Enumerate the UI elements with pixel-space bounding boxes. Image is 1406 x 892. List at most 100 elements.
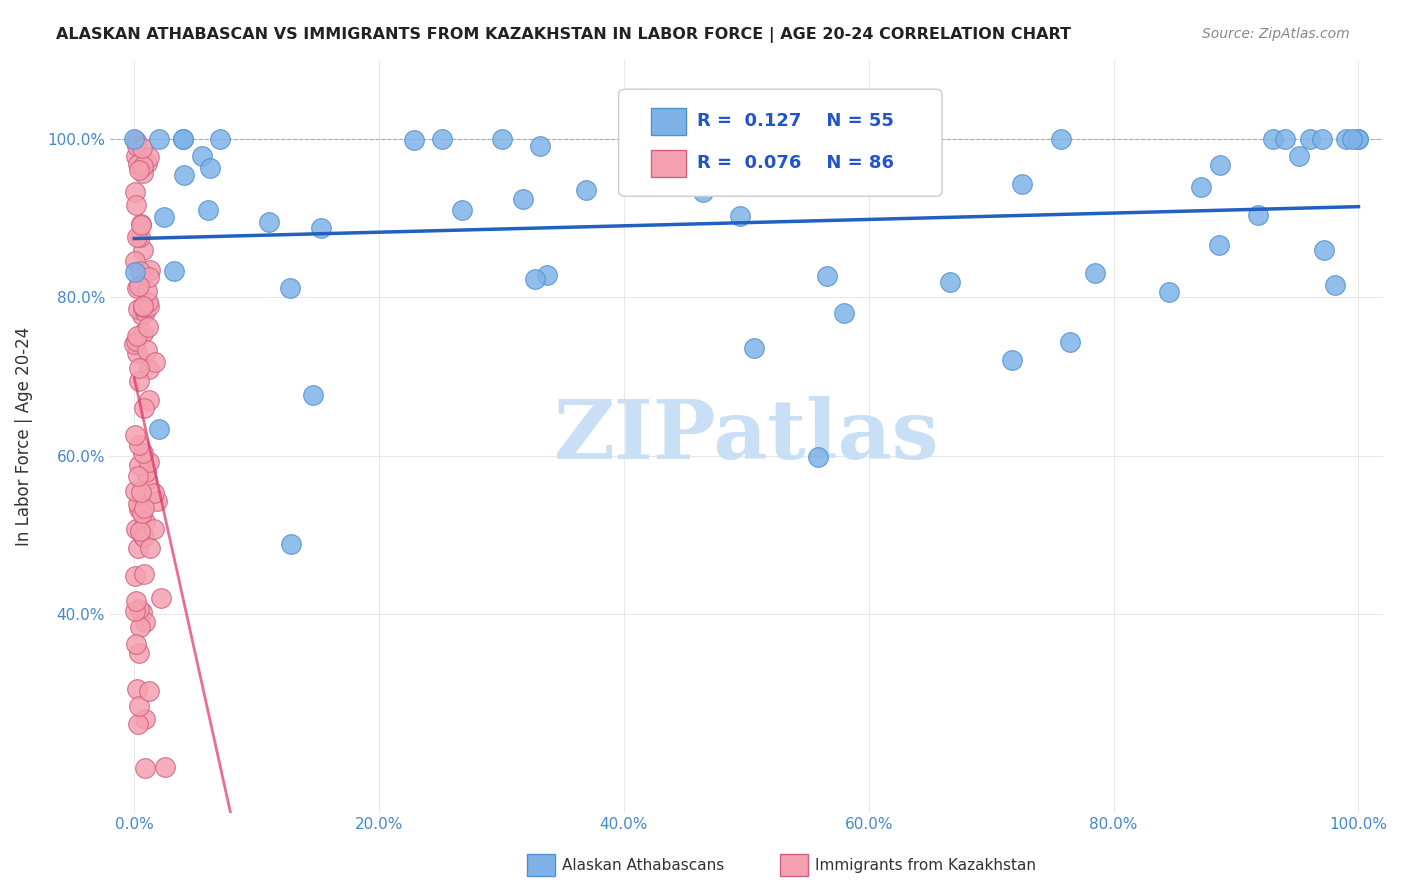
Point bbox=[692, 185, 714, 199]
Point bbox=[280, 281, 302, 295]
Point bbox=[132, 501, 155, 516]
Point bbox=[128, 438, 150, 452]
Point bbox=[132, 529, 155, 543]
Point bbox=[124, 568, 146, 582]
Point bbox=[1208, 238, 1230, 252]
Point bbox=[134, 712, 156, 726]
Point bbox=[124, 604, 146, 618]
Text: Immigrants from Kazakhstan: Immigrants from Kazakhstan bbox=[815, 858, 1036, 872]
Point bbox=[1159, 285, 1181, 299]
Point bbox=[127, 230, 149, 244]
Point bbox=[143, 486, 166, 500]
Point bbox=[135, 465, 157, 479]
Point bbox=[491, 132, 513, 146]
Point bbox=[131, 141, 153, 155]
Point bbox=[134, 761, 156, 775]
Point bbox=[125, 328, 148, 343]
Point bbox=[939, 276, 962, 290]
Point bbox=[128, 458, 150, 472]
Point bbox=[129, 619, 152, 633]
Point bbox=[128, 230, 150, 244]
Point bbox=[127, 138, 149, 153]
Point bbox=[1298, 132, 1320, 146]
Point bbox=[172, 132, 194, 146]
Point bbox=[136, 294, 159, 309]
Point bbox=[404, 133, 426, 147]
Point bbox=[259, 215, 281, 229]
Text: R =  0.127    N = 55: R = 0.127 N = 55 bbox=[697, 112, 894, 130]
Point bbox=[529, 138, 551, 153]
Point bbox=[146, 494, 169, 508]
Point bbox=[132, 567, 155, 582]
Point bbox=[127, 302, 149, 317]
Point bbox=[127, 497, 149, 511]
Point bbox=[135, 155, 157, 169]
Point bbox=[124, 264, 146, 278]
Point bbox=[134, 615, 156, 630]
Point bbox=[125, 681, 148, 696]
Point bbox=[143, 354, 166, 368]
Text: Source: ZipAtlas.com: Source: ZipAtlas.com bbox=[1202, 27, 1350, 41]
Point bbox=[1059, 335, 1081, 350]
Point bbox=[512, 192, 534, 206]
Point bbox=[807, 450, 830, 465]
Point bbox=[139, 262, 162, 277]
Point bbox=[127, 469, 149, 483]
Point bbox=[127, 345, 149, 359]
Point bbox=[155, 760, 177, 774]
Point bbox=[138, 541, 160, 555]
Point bbox=[127, 156, 149, 170]
Point bbox=[131, 446, 153, 460]
Point bbox=[191, 149, 214, 163]
Point bbox=[125, 334, 148, 348]
Point bbox=[1011, 177, 1033, 191]
Point bbox=[124, 185, 146, 199]
Y-axis label: In Labor Force | Age 20-24: In Labor Force | Age 20-24 bbox=[15, 326, 32, 546]
Text: ALASKAN ATHABASCAN VS IMMIGRANTS FROM KAZAKHSTAN IN LABOR FORCE | AGE 20-24 CORR: ALASKAN ATHABASCAN VS IMMIGRANTS FROM KA… bbox=[56, 27, 1071, 43]
Point bbox=[124, 428, 146, 442]
Point bbox=[127, 541, 149, 556]
Point bbox=[208, 132, 231, 146]
Point bbox=[536, 268, 558, 282]
Point bbox=[302, 388, 325, 402]
Point bbox=[1347, 132, 1369, 146]
Point bbox=[128, 502, 150, 516]
Point bbox=[1274, 132, 1296, 146]
Point bbox=[138, 269, 160, 284]
Point bbox=[832, 306, 855, 320]
Point bbox=[124, 637, 146, 651]
Point bbox=[131, 308, 153, 322]
Point bbox=[131, 299, 153, 313]
Point bbox=[138, 393, 160, 408]
Point bbox=[125, 281, 148, 295]
Point bbox=[1310, 132, 1333, 146]
Point bbox=[172, 132, 194, 146]
Point bbox=[138, 299, 160, 313]
Point bbox=[131, 506, 153, 520]
Point bbox=[138, 455, 160, 469]
Point bbox=[128, 602, 150, 616]
Point bbox=[524, 271, 547, 285]
Point bbox=[138, 362, 160, 376]
Point bbox=[129, 218, 152, 232]
Point bbox=[138, 684, 160, 698]
Point bbox=[742, 342, 765, 356]
Point bbox=[124, 484, 146, 499]
Text: ZIPatlas: ZIPatlas bbox=[554, 396, 939, 476]
Point bbox=[128, 524, 150, 538]
Point bbox=[131, 605, 153, 619]
Point bbox=[149, 591, 172, 605]
Point bbox=[280, 537, 302, 551]
Point bbox=[1209, 158, 1232, 172]
Point bbox=[200, 161, 222, 176]
Point bbox=[127, 717, 149, 731]
Point bbox=[125, 198, 148, 212]
Point bbox=[132, 166, 155, 180]
Point bbox=[132, 326, 155, 340]
Point bbox=[148, 422, 170, 436]
Point bbox=[1000, 353, 1022, 368]
Point bbox=[129, 217, 152, 231]
Point bbox=[128, 374, 150, 388]
Point bbox=[430, 132, 453, 146]
Text: Alaskan Athabascans: Alaskan Athabascans bbox=[562, 858, 724, 872]
